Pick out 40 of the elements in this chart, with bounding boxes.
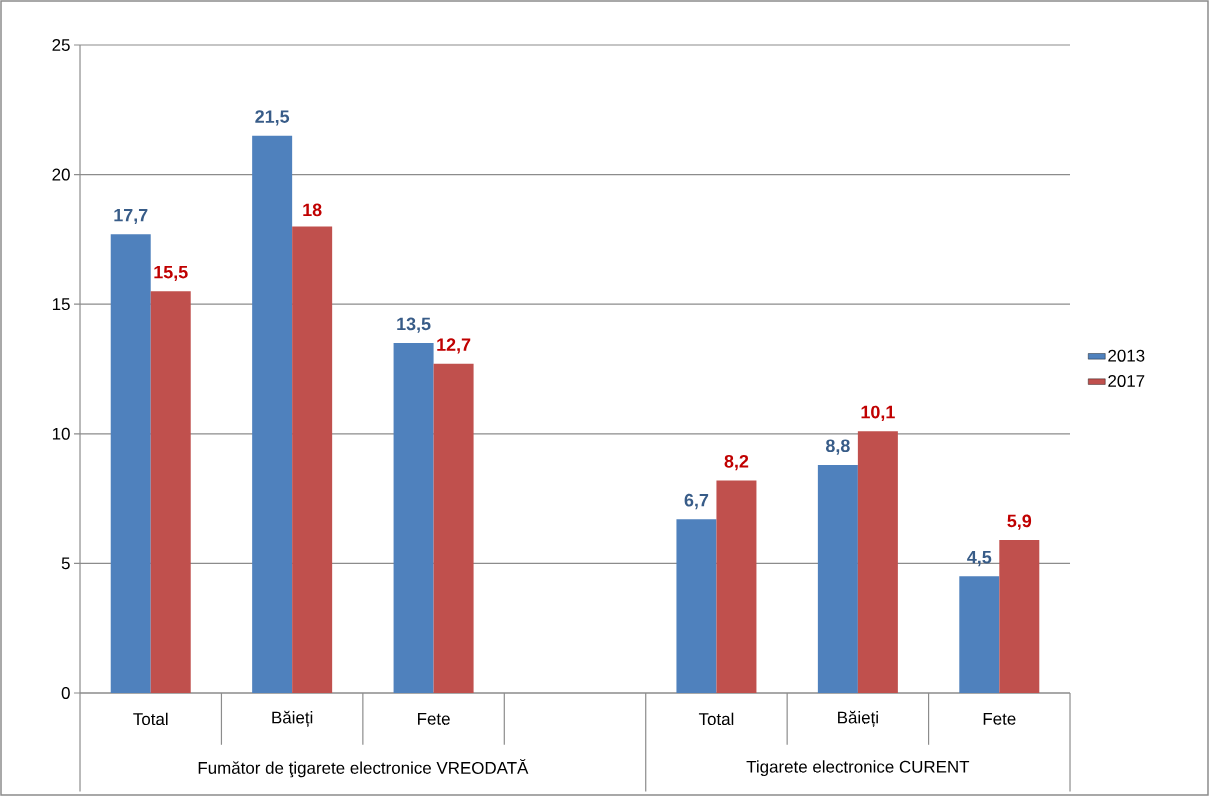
data-label: 5,9 xyxy=(1007,514,1032,530)
data-label: 18 xyxy=(303,203,322,217)
x-tick-label: Fete xyxy=(418,712,450,725)
x-tick-label: Băieți xyxy=(272,710,313,727)
bar xyxy=(959,576,1000,693)
data-label: 4,5 xyxy=(967,551,992,567)
bar xyxy=(817,464,858,693)
data-label: 10,1 xyxy=(861,405,895,421)
y-tick-label: 20 xyxy=(52,168,70,181)
x-tick-label: Total xyxy=(698,712,734,726)
bar xyxy=(150,291,191,693)
text: Fumător de ţigarete electronice VREODATĂ xyxy=(198,759,529,778)
bar xyxy=(433,363,474,693)
y-tick-label: 15 xyxy=(52,298,70,311)
bar xyxy=(292,226,333,693)
y-tick-label: 0 xyxy=(61,686,70,699)
text: Tigarete electronice CURENT xyxy=(746,760,970,777)
data-label: 17,7 xyxy=(114,208,148,225)
data-label: 12,7 xyxy=(437,338,471,354)
y-tick-label: 10 xyxy=(52,427,70,440)
legend-label: 2017 xyxy=(1108,374,1145,387)
y-tick-label: 5 xyxy=(61,557,70,570)
y-tick-label: 25 xyxy=(52,38,70,51)
bar xyxy=(393,343,434,693)
data-label: 6,7 xyxy=(684,493,709,510)
bar xyxy=(716,480,757,693)
x-tick-label: Băieți xyxy=(838,710,878,727)
data-label: 15,5 xyxy=(154,265,188,282)
x-tick-label: Fete xyxy=(983,712,1016,725)
bar xyxy=(999,540,1040,693)
bar xyxy=(676,519,717,693)
bar xyxy=(252,135,293,693)
bar xyxy=(857,431,898,693)
data-label: 13,5 xyxy=(397,317,431,333)
data-label: 8,8 xyxy=(825,439,850,455)
legend-label: 2013 xyxy=(1108,349,1145,362)
data-label: 21,5 xyxy=(255,110,290,126)
bar xyxy=(110,234,151,693)
data-label: 8,2 xyxy=(724,454,749,471)
x-tick-label: Total xyxy=(133,712,168,726)
